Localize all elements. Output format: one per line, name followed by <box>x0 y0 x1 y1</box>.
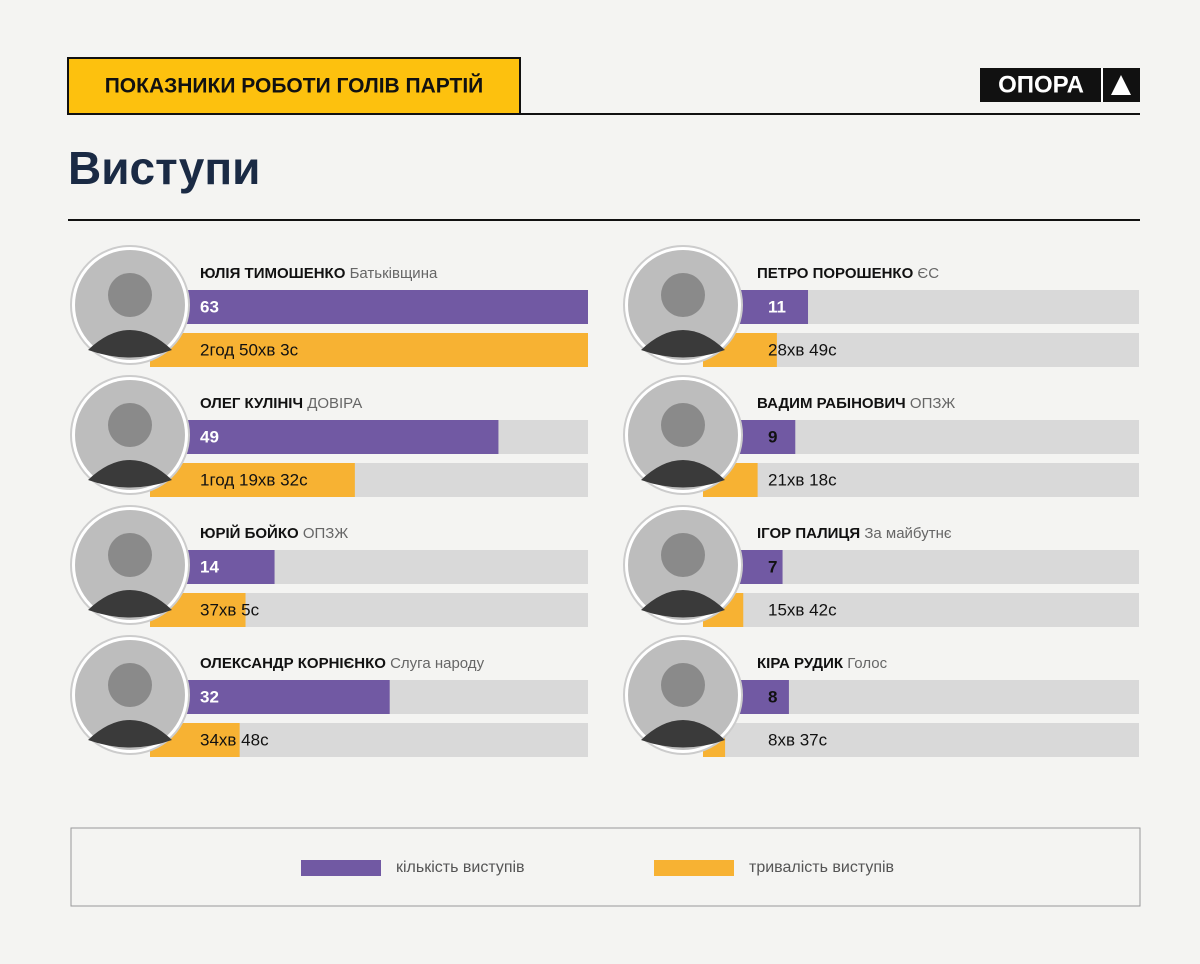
photo-body <box>88 590 172 618</box>
person-label: ВАДИМ РАБІНОВИЧ ОПЗЖ <box>757 395 955 412</box>
person-label: ПЕТРО ПОРОШЕНКО ЄС <box>757 265 939 282</box>
photo-body <box>88 720 172 748</box>
party-name: ДОВІРА <box>307 395 362 412</box>
value-label: 21хв 18с <box>768 470 837 489</box>
photo-head <box>108 663 152 707</box>
person-label: ІГОР ПАЛИЦЯ За майбутнє <box>757 525 952 542</box>
person-row: 11 28хв 49с ПЕТРО ПОРОШЕНКО ЄС <box>623 245 1139 367</box>
party-name: За майбутнє <box>864 525 952 542</box>
rows: 63 2год 50хв 3с ЮЛІЯ ТИМОШЕНКО Батьківщина… <box>70 245 1139 757</box>
bar-track <box>703 723 1139 757</box>
value-label: 15хв 42с <box>768 600 837 619</box>
photo-body <box>641 460 725 488</box>
logo: ОПОРА <box>998 71 1084 98</box>
bar <box>738 290 809 324</box>
bar-track <box>703 463 1139 497</box>
party-name: Батьківщина <box>350 265 438 282</box>
person-label: ОЛЕГ КУЛІНІЧ ДОВІРА <box>200 395 362 412</box>
value-label: 34хв 48с <box>200 730 269 749</box>
value-label: 37хв 5с <box>200 600 260 619</box>
photo-head <box>661 663 705 707</box>
bar-track <box>703 593 1139 627</box>
person-row: 32 34хв 48с ОЛЕКСАНДР КОРНІЄНКО Слуга наро… <box>70 635 588 757</box>
header-box <box>67 57 521 115</box>
person-name: КІРА РУДИК <box>757 655 844 672</box>
person-row: 9 21хв 18с ВАДИМ РАБІНОВИЧ ОПЗЖ <box>623 375 1139 497</box>
photo-body <box>88 330 172 358</box>
photo-body <box>641 590 725 618</box>
party-name: ОПЗЖ <box>303 525 349 542</box>
party-name: Голос <box>847 655 887 672</box>
person-label: ОЛЕКСАНДР КОРНІЄНКО Слуга народу <box>200 655 485 672</box>
person-name: ІГОР ПАЛИЦЯ <box>757 525 860 542</box>
party-name: ЄС <box>917 265 939 282</box>
value-label: 32 <box>200 687 219 706</box>
logo-triangle <box>1111 75 1131 95</box>
bar <box>738 420 796 454</box>
bar <box>185 550 275 584</box>
bar <box>185 290 588 324</box>
bar-track <box>738 420 1139 454</box>
value-label: 8хв 37с <box>768 730 828 749</box>
legend-swatch <box>301 860 381 876</box>
value-label: 63 <box>200 297 219 316</box>
person-label: КІРА РУДИК Голос <box>757 655 888 672</box>
legend-swatch <box>654 860 734 876</box>
photo-head <box>108 273 152 317</box>
party-name: Слуга народу <box>390 655 484 672</box>
photo-head <box>661 273 705 317</box>
bar <box>150 333 588 367</box>
value-label: 28хв 49с <box>768 340 837 359</box>
header-title: ПОКАЗНИКИ РОБОТИ ГОЛІВ ПАРТІЙ <box>105 74 484 98</box>
photo-body <box>88 460 172 488</box>
bar <box>185 420 499 454</box>
person-name: ЮЛІЯ ТИМОШЕНКО <box>200 265 346 282</box>
bar <box>150 463 355 497</box>
value-label: 14 <box>200 557 219 576</box>
legend: кількість виступів тривалість виступів <box>301 859 894 876</box>
person-name: ОЛЕКСАНДР КОРНІЄНКО <box>200 655 386 672</box>
person-name: ОЛЕГ КУЛІНІЧ <box>200 395 303 412</box>
bar <box>738 550 783 584</box>
value-label: 7 <box>768 557 777 576</box>
bar <box>185 680 390 714</box>
person-name: ЮРІЙ БОЙКО <box>200 524 299 542</box>
value-label: 1год 19хв 32с <box>200 470 308 489</box>
person-name: ВАДИМ РАБІНОВИЧ <box>757 395 906 412</box>
person-label: ЮЛІЯ ТИМОШЕНКО Батьківщина <box>200 265 438 282</box>
chart-title: Виступи <box>68 142 260 194</box>
legend-label: кількість виступів <box>396 859 525 876</box>
photo-head <box>108 533 152 577</box>
bar-track <box>738 550 1139 584</box>
person-label: ЮРІЙ БОЙКО ОПЗЖ <box>200 524 348 542</box>
photo-body <box>641 330 725 358</box>
person-row: 7 15хв 42с ІГОР ПАЛИЦЯ За майбутнє <box>623 505 1139 627</box>
value-label: 8 <box>768 687 777 706</box>
photo-body <box>641 720 725 748</box>
logo-box <box>980 68 1140 102</box>
value-label: 9 <box>768 427 777 446</box>
photo-head <box>108 403 152 447</box>
person-row: 8 8хв 37с КІРА РУДИК Голос <box>623 635 1139 757</box>
value-label: 49 <box>200 427 219 446</box>
bar-track <box>738 680 1139 714</box>
value-label: 2год 50хв 3с <box>200 340 299 359</box>
person-row: 63 2год 50хв 3с ЮЛІЯ ТИМОШЕНКО Батьківщина <box>70 245 588 367</box>
bar <box>738 680 789 714</box>
photo-head <box>661 403 705 447</box>
legend-box <box>70 827 1141 907</box>
person-name: ПЕТРО ПОРОШЕНКО <box>757 265 914 282</box>
person-row: 14 37хв 5с ЮРІЙ БОЙКО ОПЗЖ <box>70 505 588 627</box>
person-row: 49 1год 19хв 32с ОЛЕГ КУЛІНІЧ ДОВІРА <box>70 375 588 497</box>
legend-label: тривалість виступів <box>749 859 894 876</box>
party-name: ОПЗЖ <box>910 395 956 412</box>
photo-head <box>661 533 705 577</box>
value-label: 11 <box>768 297 786 316</box>
